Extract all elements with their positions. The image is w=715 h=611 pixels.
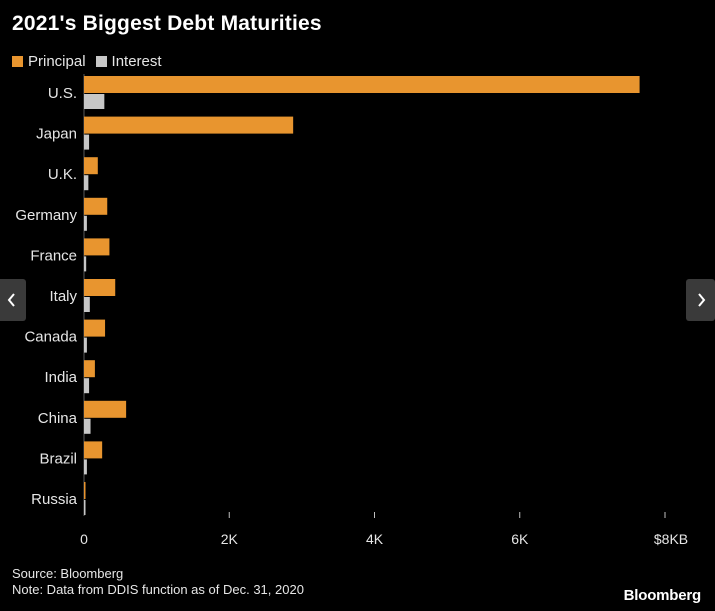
bar-principal [84, 360, 95, 378]
next-button[interactable] [686, 279, 715, 321]
legend-swatch-interest [95, 56, 107, 67]
category-label: Brazil [39, 450, 77, 467]
data-note: Note: Data from DDIS function as of Dec.… [12, 582, 304, 597]
legend-item-interest: Interest [95, 53, 162, 70]
prev-button[interactable] [0, 279, 26, 321]
bar-interest [84, 215, 87, 231]
x-tick-label: 0 [80, 531, 88, 547]
bar-principal [84, 238, 110, 256]
category-label: Canada [24, 329, 77, 346]
bar-principal [84, 116, 294, 134]
bar-principal [84, 319, 106, 337]
legend-label-interest: Interest [111, 53, 162, 70]
bar-interest [84, 175, 89, 191]
chevron-right-icon [697, 293, 705, 307]
bar-principal [84, 482, 86, 499]
bar-interest [84, 94, 105, 109]
bar-interest [84, 500, 86, 515]
source-note: Source: Bloomberg [12, 566, 124, 581]
bar-principal [84, 157, 98, 175]
bar-interest [84, 418, 91, 434]
chart-title: 2021's Biggest Debt Maturities [12, 12, 322, 35]
bar-interest [84, 256, 87, 272]
footer: Source: Bloomberg Note: Data from DDIS f… [12, 566, 304, 598]
x-tick-label: 4K [366, 531, 384, 547]
category-label: U.K. [48, 166, 77, 183]
category-label: China [38, 410, 78, 427]
category-label: India [44, 369, 77, 386]
legend-label-principal: Principal [28, 53, 86, 70]
bar-principal [84, 76, 640, 93]
bar-interest [84, 459, 87, 475]
bar-interest [84, 134, 90, 150]
x-tick-label: 2K [221, 531, 239, 547]
category-label: Russia [31, 491, 78, 508]
legend-swatch-principal [12, 56, 23, 67]
bloomberg-logo: Bloomberg [623, 587, 702, 604]
x-tick-label: 6K [511, 531, 529, 547]
category-label: Japan [36, 126, 77, 143]
chevron-left-icon [7, 293, 15, 307]
category-label: France [30, 247, 77, 264]
category-label: Germany [15, 207, 77, 224]
x-tick-label: $8KB [654, 531, 688, 547]
bar-interest [84, 378, 90, 394]
bar-interest [84, 297, 90, 312]
bar-principal [84, 279, 116, 296]
bar-principal [84, 400, 127, 418]
legend: Principal Interest [12, 53, 172, 70]
bar-interest [84, 337, 87, 353]
category-label: Italy [49, 288, 77, 305]
bar-principal [84, 441, 103, 459]
bar-principal [84, 197, 108, 215]
category-label: U.S. [48, 85, 77, 102]
legend-item-principal: Principal [12, 53, 86, 70]
